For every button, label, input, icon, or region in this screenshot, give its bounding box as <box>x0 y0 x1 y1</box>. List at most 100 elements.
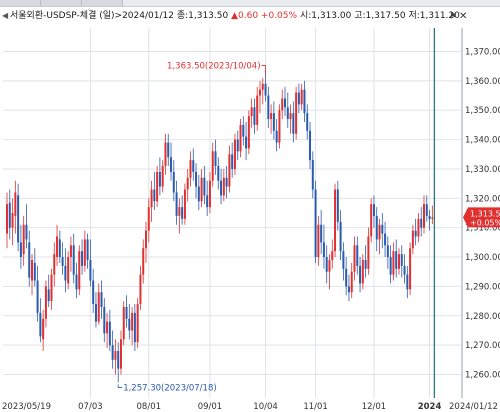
candle-body <box>284 98 286 108</box>
candle-body <box>222 177 225 196</box>
candle-body <box>306 113 309 131</box>
candle-body <box>83 239 86 266</box>
candle-body <box>22 224 25 255</box>
candle-body <box>381 224 384 234</box>
candle-body <box>142 248 145 275</box>
candle-body <box>186 177 189 190</box>
x-tick-label: 2024 <box>418 402 442 412</box>
candle-body <box>320 224 323 243</box>
candle-body <box>111 345 114 360</box>
candle-body <box>423 204 425 228</box>
candle-body <box>236 139 239 152</box>
low-value: 1,311.20 <box>419 11 460 21</box>
open-label: 시: <box>299 11 312 21</box>
high-annotation-leader <box>261 65 266 75</box>
candle-body <box>389 257 392 275</box>
badge-price: 1,313.50 <box>470 209 500 218</box>
candle-body <box>292 113 295 134</box>
candle-body <box>200 177 203 202</box>
candle-body <box>397 254 400 269</box>
y-tick-label: 1,360.00 <box>465 77 500 87</box>
candle-body <box>178 207 181 216</box>
candle-body <box>119 339 122 369</box>
candle-body <box>28 242 31 278</box>
candle-body <box>122 306 125 340</box>
candle-body <box>217 166 220 181</box>
candle-body <box>58 239 61 258</box>
candle-body <box>164 142 167 167</box>
candle-body <box>39 312 42 337</box>
tab[interactable] <box>41 0 82 6</box>
candle-body <box>406 274 409 290</box>
change-pct: +0.05% <box>260 11 298 21</box>
close-icon[interactable]: ✕ <box>459 11 468 22</box>
candle-body <box>75 274 78 290</box>
candle-body <box>36 280 39 313</box>
candle-body <box>147 207 150 231</box>
tab[interactable] <box>0 0 41 6</box>
candle-body <box>128 318 131 331</box>
candle-body <box>270 113 273 120</box>
candle-body <box>33 262 36 281</box>
y-tick-label: 1,300.00 <box>465 253 500 263</box>
tab-strip <box>0 0 500 7</box>
candle-body <box>167 142 170 158</box>
change-value: ▲0.60 <box>231 11 259 21</box>
candle-body <box>78 251 81 290</box>
candle-body <box>150 189 153 208</box>
candle-body <box>428 215 431 220</box>
grid <box>3 50 462 376</box>
candle-body <box>386 245 389 258</box>
candle-body <box>106 321 109 334</box>
y-tick-label: 1,270.00 <box>465 341 500 351</box>
candle-body <box>420 218 423 228</box>
candle-body <box>253 107 256 125</box>
candle-body <box>69 245 72 258</box>
candle-body <box>242 124 245 137</box>
candle-body <box>94 304 97 322</box>
symbol-label: 서울외환-USDSP-체결 (일) <box>10 11 115 21</box>
low-annotation-leader <box>117 384 123 388</box>
x-axis: 2023/05/19 07/03 08/01 09/01 10/04 11/01 12/01… <box>2 402 498 412</box>
candle-body <box>295 92 298 134</box>
y-tick-label: 1,350.00 <box>465 106 500 116</box>
candle-body <box>411 230 414 249</box>
candle-body <box>156 171 159 202</box>
candle-body <box>131 312 134 331</box>
candle-body <box>336 189 339 222</box>
candle-body <box>361 259 364 284</box>
candle-body <box>97 292 100 322</box>
candle-body <box>339 221 342 252</box>
candle-body <box>53 254 56 275</box>
candle-body <box>367 236 370 269</box>
candle-body <box>17 195 20 243</box>
candle-body <box>100 292 103 307</box>
high-annotation: 1,363.50(2023/10/04) <box>167 62 260 72</box>
candle-body <box>214 151 217 167</box>
last-label: 종: <box>176 11 189 21</box>
candle-body <box>303 89 306 114</box>
candle-body <box>250 107 253 117</box>
last-price-badge: 1,313.50 +0.05% <box>463 207 500 228</box>
y-tick-label: 1,370.00 <box>465 47 500 57</box>
candle-body <box>225 177 228 187</box>
candle-body <box>50 274 53 302</box>
date-label: 2024/01/12 <box>122 11 174 21</box>
candle-body <box>197 186 200 202</box>
candle-body <box>172 171 175 193</box>
badge-shape <box>463 207 500 228</box>
candle-body <box>81 251 84 266</box>
candle-body <box>211 151 214 181</box>
candle-body <box>286 107 289 120</box>
tab[interactable] <box>82 0 123 6</box>
flag-icon[interactable]: ⚑ <box>449 12 458 22</box>
y-tick-label: 1,310.00 <box>465 224 500 234</box>
triangle-left-icon[interactable]: ◀ <box>2 11 9 20</box>
candle-body <box>322 242 325 258</box>
candle-body <box>189 160 192 178</box>
candle-body <box>42 318 45 340</box>
candle-body <box>425 204 428 216</box>
candle-body <box>364 259 367 269</box>
candle-body <box>136 304 139 343</box>
